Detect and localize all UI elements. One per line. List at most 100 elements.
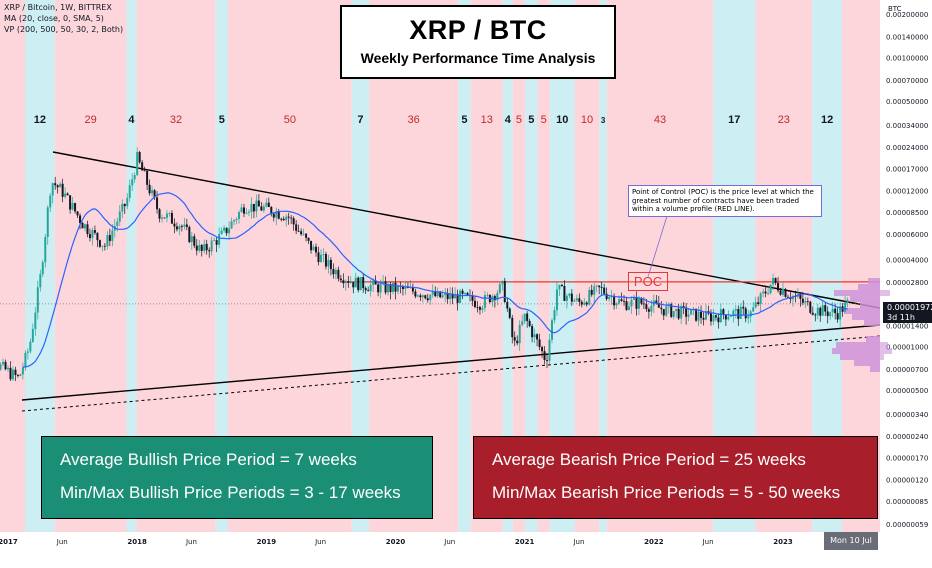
time-tick-label: 2017 xyxy=(0,538,18,546)
candle-body xyxy=(834,308,837,314)
candle-body xyxy=(623,301,626,302)
candle-body xyxy=(131,179,134,186)
price-tick-label: 0.00140000 xyxy=(886,33,928,41)
candle-body xyxy=(91,230,94,239)
candle-body xyxy=(126,197,129,207)
candle-body xyxy=(66,193,69,196)
candle-body xyxy=(742,306,745,309)
candle-body xyxy=(603,287,606,294)
candle-body xyxy=(29,341,32,352)
candle-body xyxy=(590,289,593,295)
ma-line-legend: MA (20, close, 0, SMA, 5) xyxy=(4,14,104,23)
candle-body xyxy=(175,226,178,230)
candle-body xyxy=(69,195,72,210)
candle-body xyxy=(76,211,79,216)
candle-body xyxy=(369,284,372,292)
candle-body xyxy=(568,293,571,296)
price-tick-label: 0.00034000 xyxy=(886,122,928,130)
candle-body xyxy=(240,207,243,213)
candle-body xyxy=(287,216,290,218)
candle-body xyxy=(754,302,757,308)
candle-body xyxy=(377,284,380,293)
candle-body xyxy=(558,284,561,290)
time-tick-label: Jun xyxy=(572,538,584,546)
candle-body xyxy=(642,303,645,305)
candle-body xyxy=(757,302,760,304)
candle-body xyxy=(610,296,613,298)
candle-body xyxy=(210,240,213,252)
candle-body xyxy=(4,361,7,370)
candle-body xyxy=(44,236,47,263)
candle-body xyxy=(709,313,712,322)
candle-body xyxy=(451,293,454,299)
period-count-label: 32 xyxy=(170,114,182,126)
candle-body xyxy=(354,277,357,288)
candle-body xyxy=(270,206,273,214)
candle-body xyxy=(819,307,822,316)
candle-body xyxy=(106,235,109,247)
candle-body xyxy=(228,228,231,234)
period-band xyxy=(458,0,471,532)
candle-body xyxy=(36,287,39,313)
price-tick-label: 0.00000085 xyxy=(886,498,928,506)
candle-body xyxy=(121,203,124,212)
volume-profile-bar xyxy=(870,366,880,372)
volume-profile-bar xyxy=(832,348,880,354)
candle-body xyxy=(821,305,824,316)
candle-body xyxy=(79,215,82,224)
candle-body xyxy=(54,183,57,186)
candle-body xyxy=(411,286,414,292)
period-count-label: 7 xyxy=(357,114,363,126)
period-count-label: 43 xyxy=(654,114,666,126)
candle-body xyxy=(662,309,665,316)
candle-body xyxy=(429,294,432,301)
period-band-lead xyxy=(0,0,25,532)
candle-body xyxy=(146,171,149,185)
candle-body xyxy=(588,289,591,305)
candle-body xyxy=(161,217,164,219)
candle-body xyxy=(138,152,141,163)
trendlines xyxy=(0,151,881,412)
candle-body xyxy=(657,302,660,308)
period-counts: 12 29 4 32 5 50 7 36 5 13 4 5 5 5 10 10 3 43 17 23 12 xyxy=(34,114,834,126)
candle-body xyxy=(550,320,553,340)
candle-body xyxy=(645,304,648,310)
candle-body xyxy=(88,234,91,239)
candle-body xyxy=(220,230,223,235)
candle-body xyxy=(533,334,536,338)
candle-body xyxy=(518,324,521,344)
candle-body xyxy=(767,293,770,294)
candle-body xyxy=(737,309,740,319)
volume-profile-bar xyxy=(866,336,880,342)
candle-body xyxy=(387,284,390,293)
candle-body xyxy=(563,285,566,301)
candle-body xyxy=(16,374,19,376)
price-tick-label: 0.00000059 xyxy=(886,521,928,529)
candle-body xyxy=(404,286,407,290)
candle-body xyxy=(200,245,203,251)
price-tick-label: 0.00000120 xyxy=(886,477,928,485)
candle-body xyxy=(419,295,422,298)
candle-body xyxy=(359,277,362,291)
candle-body xyxy=(118,211,121,222)
candle-body xyxy=(285,216,288,221)
candle-body xyxy=(575,298,578,301)
candle-body xyxy=(292,218,295,225)
candle-body xyxy=(297,230,300,232)
candle-body xyxy=(476,306,479,308)
candle-body xyxy=(103,245,106,247)
period-band xyxy=(599,0,607,532)
candle-body xyxy=(39,274,42,288)
candle-body xyxy=(245,212,248,214)
candle-body xyxy=(593,286,596,295)
candle-body xyxy=(392,282,395,292)
candle-body xyxy=(791,296,794,300)
candle-body xyxy=(272,213,275,218)
candle-body xyxy=(655,300,658,303)
candle-body xyxy=(466,292,469,296)
price-tick-label: 0.00012000 xyxy=(886,188,928,196)
period-band xyxy=(537,0,550,532)
candle-body xyxy=(573,300,576,302)
candle-body xyxy=(300,231,303,235)
bullish-summary-box: Average Bullish Price Period = 7 weeks M… xyxy=(41,436,433,519)
